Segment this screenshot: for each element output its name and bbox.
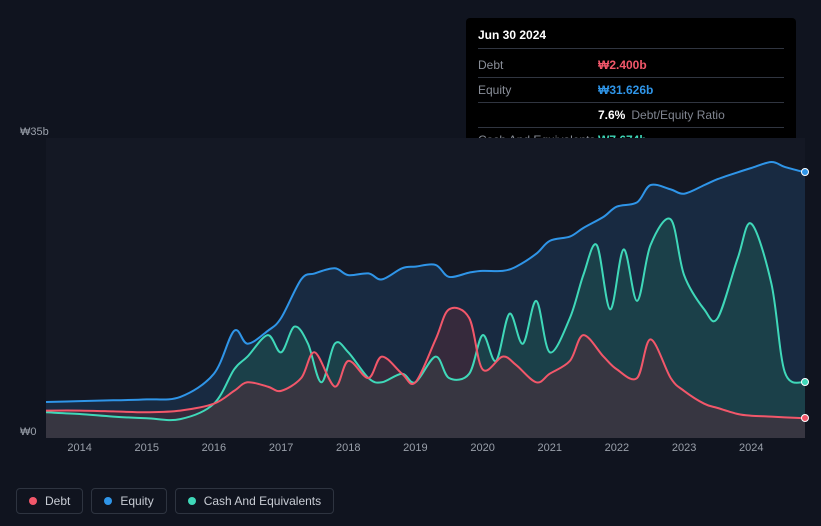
- tooltip-label: Debt: [478, 56, 598, 74]
- legend-item-cash[interactable]: Cash And Equivalents: [175, 488, 334, 514]
- x-tick: 2018: [336, 442, 360, 454]
- tooltip-value: ₩2.400b: [598, 56, 647, 74]
- legend-item-equity[interactable]: Equity: [91, 488, 166, 514]
- legend-item-debt[interactable]: Debt: [16, 488, 83, 514]
- cash-marker: [801, 378, 809, 386]
- plot-area[interactable]: [46, 138, 805, 438]
- equity-marker: [801, 168, 809, 176]
- x-tick: 2022: [605, 442, 629, 454]
- tooltip-sublabel: Debt/Equity Ratio: [631, 108, 724, 122]
- x-tick: 2024: [739, 442, 763, 454]
- x-tick: 2016: [202, 442, 226, 454]
- tooltip-row: Debt₩2.400b: [478, 53, 784, 78]
- financial-chart: ₩35b ₩0 2014 2015 2016 2017 2018 2019 2020 2021…: [16, 128, 805, 466]
- legend-dot-icon: [29, 497, 37, 505]
- legend-dot-icon: [104, 497, 112, 505]
- x-tick: 2015: [135, 442, 159, 454]
- x-tick: 2020: [470, 442, 494, 454]
- legend-label: Debt: [45, 494, 70, 508]
- x-axis: 2014 2015 2016 2017 2018 2019 2020 2021 2022 2023…: [46, 442, 805, 462]
- x-tick: 2023: [672, 442, 696, 454]
- legend-dot-icon: [188, 497, 196, 505]
- tooltip-row: 7.6%Debt/Equity Ratio: [478, 103, 784, 128]
- x-tick: 2021: [538, 442, 562, 454]
- tooltip-label: Equity: [478, 81, 598, 99]
- tooltip-label: [478, 106, 598, 124]
- debt-marker: [801, 414, 809, 422]
- tooltip-value: 7.6%Debt/Equity Ratio: [598, 106, 725, 124]
- tooltip-date: Jun 30 2024: [478, 26, 784, 49]
- y-axis-min-label: ₩0: [20, 426, 37, 438]
- x-tick: 2014: [67, 442, 91, 454]
- tooltip-row: Equity₩31.626b: [478, 78, 784, 103]
- legend-label: Equity: [120, 494, 153, 508]
- x-tick: 2019: [403, 442, 427, 454]
- chart-legend: Debt Equity Cash And Equivalents: [16, 488, 334, 514]
- y-axis-max-label: ₩35b: [20, 126, 49, 138]
- tooltip-value: ₩31.626b: [598, 81, 653, 99]
- x-tick: 2017: [269, 442, 293, 454]
- legend-label: Cash And Equivalents: [204, 494, 321, 508]
